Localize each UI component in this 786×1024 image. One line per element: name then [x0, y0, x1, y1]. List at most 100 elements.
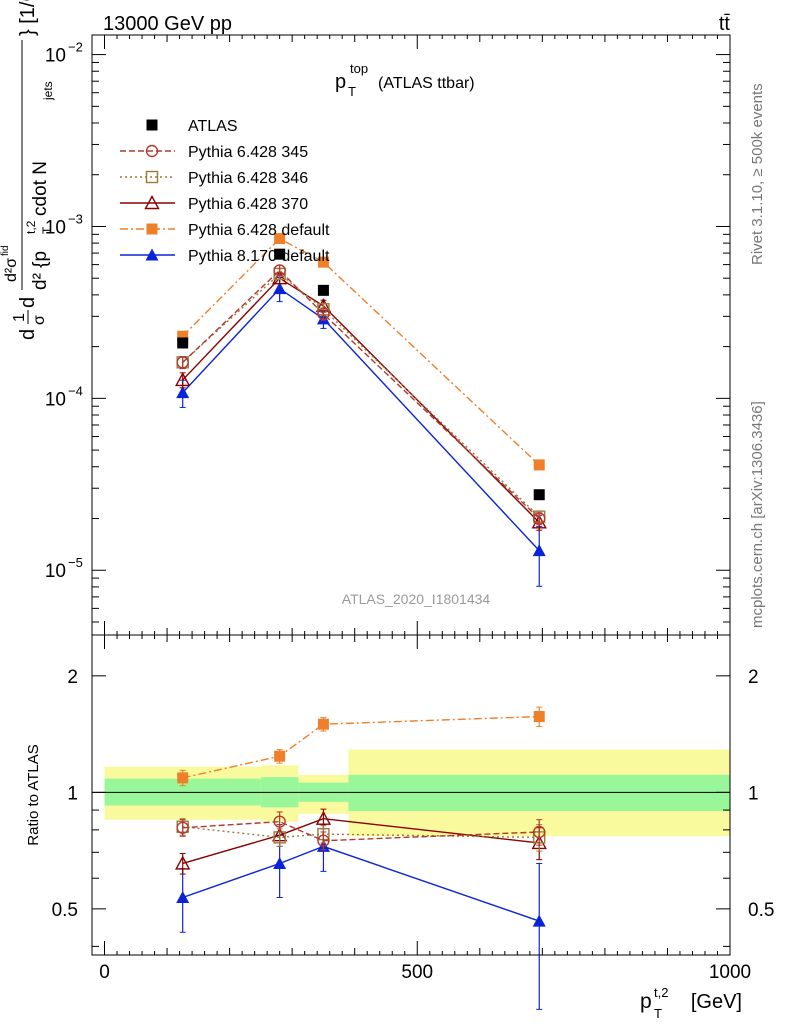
- legend-item: Pythia 8.170 default: [120, 248, 330, 265]
- ratio-y-tick-label: 2: [67, 667, 78, 688]
- ratio-x-tick-label: 500: [401, 962, 433, 983]
- ylabel-den-sup: t,2: [24, 220, 38, 234]
- main-plot: 10−510−410−310 −2ATLAS_2020_I1801434ptopT…: [45, 34, 731, 636]
- ylabel-den-sub: T: [40, 226, 54, 234]
- analysis-watermark: ATLAS_2020_I1801434: [342, 591, 491, 607]
- legend-label: Pythia 6.428 346: [188, 170, 308, 187]
- main-series-2-line: [182, 272, 540, 518]
- main-series-4-point: [533, 459, 545, 471]
- ratio-series-3-point: [274, 750, 286, 762]
- ratio-series-0-line: [182, 820, 540, 842]
- ratio-series-4-line: [182, 845, 540, 922]
- legend-label: ATLAS: [188, 118, 238, 135]
- xlabel-sub: T: [654, 1006, 662, 1021]
- legend-item: ATLAS: [146, 118, 238, 135]
- main-series-1-point: [533, 512, 546, 525]
- main-series-3-line: [182, 277, 540, 523]
- main-series-0-point: [533, 489, 545, 501]
- main-series-1-point: [176, 356, 189, 369]
- ylabel-den-sub2: jets: [41, 81, 55, 101]
- main-series-1-line: [182, 269, 540, 520]
- xlabel-p: p: [640, 990, 652, 1013]
- main-series-3-point: [175, 371, 191, 387]
- ylabel-units: } [1/GeV]: [17, 0, 39, 36]
- ratio-series-4-point: [273, 856, 287, 869]
- ratio-y-tick-label-right: 0.5: [748, 900, 774, 921]
- main-y-tick-label: 10: [45, 561, 66, 582]
- ratio-series-3-point: [317, 718, 329, 730]
- main-y-tick-exponent: −2: [68, 40, 83, 55]
- ratio-band-inner: [348, 774, 730, 812]
- ratio-frame: [91, 634, 731, 956]
- xlabel-units: [GeV]: [691, 991, 742, 1013]
- xlabel-sup: t,2: [654, 985, 668, 1000]
- legend-item: Pythia 6.428 default: [120, 222, 330, 239]
- ratio-series-3-point: [533, 711, 545, 723]
- ylabel-sigma-sup: fid: [0, 245, 11, 256]
- legend-item: Pythia 6.428 346: [120, 170, 308, 187]
- ratio-series-4-point: [176, 890, 190, 903]
- main-y-tick-label: 10: [45, 389, 66, 410]
- legend-marker: [146, 119, 158, 131]
- ratio-plot: 0.5 0.5 1 1 2 2 0 500 1000: [52, 634, 774, 1010]
- plot-title-rest: (ATLAS ttbar): [378, 75, 475, 92]
- main-series-1-point: [317, 307, 330, 321]
- ratio-y-axis-label: Ratio to ATLAS: [25, 744, 42, 845]
- ylabel-d: d: [17, 329, 39, 340]
- legend: ATLAS Pythia 6.428 345 Pythia 6.428 346 Pyt…: [120, 118, 330, 265]
- ratio-series-0-point: [533, 825, 546, 839]
- rivet-version-label: Rivet 3.1.10, ≥ 500k events: [749, 83, 766, 265]
- main-series-4-point: [177, 330, 189, 342]
- energy-label: 13000 GeV pp: [103, 13, 232, 35]
- main-series-5-line: [182, 287, 540, 552]
- ylabel-frac-den: σ: [31, 315, 48, 325]
- main-y-axis-label: d 1σd d²σ fid d² {p t,2T cdot N jets} [1/GeV]: [0, 0, 55, 340]
- x-axis-label: p t,2 T [GeV]: [640, 985, 742, 1021]
- main-series-4-point: [274, 233, 286, 245]
- main-series-5-point: [532, 544, 546, 557]
- plot-title-sup: top: [350, 61, 368, 76]
- legend-marker: [145, 144, 159, 158]
- main-series-5-point: [273, 282, 287, 295]
- main-y-tick-exponent: −3: [68, 211, 83, 226]
- ratio-series-3-point: [177, 772, 189, 784]
- main-y-tick-exponent: −4: [68, 383, 83, 398]
- legend-marker: [145, 170, 159, 184]
- main-series-0-point: [177, 337, 189, 349]
- legend-label: Pythia 6.428 345: [188, 144, 308, 161]
- main-series-0-point: [274, 248, 286, 260]
- ratio-x-tick-label: 0: [99, 962, 110, 983]
- legend-label: Pythia 6.428 370: [188, 196, 308, 213]
- ratio-series-2-line: [182, 817, 540, 865]
- main-y-tick-exponent: −5: [68, 555, 83, 570]
- ratio-x-tick-label: 1000: [709, 962, 751, 983]
- ratio-y-tick-label-right: 2: [748, 667, 759, 688]
- ylabel-den-mid: cdot N: [30, 161, 51, 216]
- legend-item: Pythia 6.428 345: [120, 144, 308, 161]
- ratio-series-0-point: [176, 821, 189, 834]
- ylabel-d2: d: [17, 297, 39, 308]
- ratio-series-3-line: [182, 715, 540, 779]
- legend-marker: [146, 223, 158, 235]
- main-series-4-point: [317, 256, 329, 268]
- ylabel-den: d² {p: [30, 251, 51, 290]
- ratio-series-0-point: [273, 815, 286, 828]
- plot-title-p: p: [335, 71, 346, 93]
- legend-marker: [144, 195, 160, 210]
- ratio-series-4-point: [532, 914, 546, 927]
- process-label: tt̄: [719, 13, 731, 35]
- legend-marker: [145, 248, 159, 261]
- ratio-y-tick-label: 0.5: [52, 900, 78, 921]
- ratio-series-2-point: [175, 855, 191, 870]
- main-y-tick-label: 10: [45, 46, 66, 67]
- plot-title-sub: T: [348, 84, 356, 99]
- ratio-y-tick-label: 1: [67, 783, 78, 804]
- ylabel-sigma-num: d²σ: [3, 258, 20, 282]
- ratio-y-tick-label-right: 1: [748, 783, 759, 804]
- main-series-5-point: [176, 386, 190, 399]
- main-series-4-line: [182, 237, 540, 466]
- legend-item: Pythia 6.428 370: [120, 195, 308, 213]
